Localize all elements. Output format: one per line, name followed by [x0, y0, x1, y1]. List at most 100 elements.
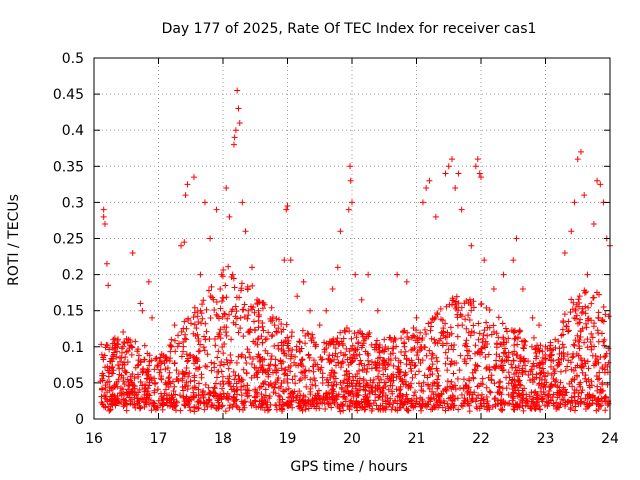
- roti-point-cluster: [278, 380, 285, 387]
- roti-point-cluster: [311, 394, 318, 401]
- roti-point: [426, 177, 433, 184]
- roti-point-cluster: [247, 354, 254, 361]
- roti-point-cluster: [268, 352, 275, 359]
- roti-point-cluster: [214, 397, 221, 404]
- roti-point-cluster: [471, 366, 478, 373]
- roti-point-cluster: [467, 355, 474, 362]
- roti-point-cluster: [324, 376, 331, 383]
- roti-point-cluster: [172, 337, 179, 344]
- roti-point-cluster: [106, 346, 113, 353]
- roti-point-cluster: [379, 357, 386, 364]
- roti-point-cluster: [458, 304, 465, 311]
- roti-point-cluster: [173, 367, 180, 374]
- roti-point-cluster: [440, 332, 447, 339]
- roti-point-cluster: [439, 342, 446, 349]
- roti-point-cluster: [586, 384, 593, 391]
- roti-point-cluster: [420, 388, 427, 395]
- roti-point-cluster: [539, 359, 546, 366]
- roti-point-cluster: [217, 305, 224, 312]
- roti-point-cluster: [465, 329, 472, 336]
- roti-point-cluster: [380, 371, 387, 378]
- roti-point-cluster: [588, 300, 595, 307]
- roti-point-cluster: [241, 399, 248, 406]
- roti-point-cluster: [385, 360, 392, 367]
- roti-point-cluster: [559, 326, 566, 333]
- roti-point-cluster: [545, 394, 552, 401]
- roti-point-cluster: [240, 366, 247, 373]
- roti-point-cluster: [178, 328, 185, 335]
- roti-point-cluster: [442, 360, 449, 367]
- roti-point-cluster: [513, 402, 520, 409]
- roti-point-cluster: [137, 404, 144, 411]
- roti-point-cluster: [394, 393, 401, 400]
- roti-point-cluster: [168, 343, 175, 350]
- roti-point-cluster: [102, 344, 109, 351]
- roti-point-cluster: [460, 385, 467, 392]
- roti-point-cluster: [381, 358, 388, 365]
- roti-point-cluster: [462, 382, 469, 389]
- roti-point-cluster: [321, 399, 328, 406]
- roti-point-cluster: [503, 339, 510, 346]
- roti-point-cluster: [309, 381, 316, 388]
- roti-point-cluster: [386, 375, 393, 382]
- roti-point-cluster: [223, 356, 230, 363]
- roti-point-cluster: [129, 371, 136, 378]
- roti-point-cluster: [443, 387, 450, 394]
- roti-point-cluster: [553, 399, 560, 406]
- roti-point-cluster: [375, 394, 382, 401]
- x-tick-label: 19: [279, 431, 297, 447]
- roti-point-cluster: [598, 330, 605, 337]
- roti-point-cluster: [601, 395, 608, 402]
- roti-point-cluster: [272, 381, 279, 388]
- x-tick-label: 24: [601, 431, 619, 447]
- roti-point-cluster: [272, 361, 279, 368]
- roti-point-cluster: [476, 330, 483, 337]
- roti-point-cluster: [417, 329, 424, 336]
- roti-point-cluster: [397, 404, 404, 411]
- roti-point-cluster: [201, 333, 208, 340]
- roti-point-cluster: [128, 388, 135, 395]
- roti-point-cluster: [302, 367, 309, 374]
- roti-point-cluster: [269, 332, 276, 339]
- roti-point-cluster: [237, 314, 244, 321]
- roti-point-cluster: [274, 376, 281, 383]
- roti-point-cluster: [419, 403, 426, 410]
- roti-point-cluster: [162, 386, 169, 393]
- roti-point-cluster: [472, 367, 479, 374]
- roti-point-cluster: [218, 368, 225, 375]
- roti-point-cluster: [193, 365, 200, 372]
- roti-point-cluster: [384, 395, 391, 402]
- roti-point-cluster: [236, 406, 243, 413]
- roti-point-cluster: [433, 396, 440, 403]
- roti-point-cluster: [421, 326, 428, 333]
- roti-point: [190, 174, 197, 181]
- roti-point-cluster: [334, 403, 341, 410]
- roti-point-cluster: [273, 369, 280, 376]
- roti-point-cluster: [163, 354, 170, 361]
- roti-point-cluster: [223, 332, 230, 339]
- roti-point-cluster: [547, 342, 554, 349]
- roti-point-cluster: [437, 398, 444, 405]
- roti-point-cluster: [124, 376, 131, 383]
- roti-point-cluster: [567, 406, 574, 413]
- roti-point-cluster: [121, 381, 128, 388]
- roti-point-cluster: [268, 304, 275, 311]
- roti-point: [442, 170, 449, 177]
- roti-point-cluster: [255, 298, 262, 305]
- roti-point-cluster: [238, 353, 245, 360]
- roti-point-cluster: [528, 343, 535, 350]
- roti-point-cluster: [208, 367, 215, 374]
- roti-point-cluster: [458, 391, 465, 398]
- roti-point-cluster: [171, 403, 178, 410]
- roti-point-cluster: [505, 400, 512, 407]
- roti-point: [300, 278, 307, 285]
- roti-point-cluster: [508, 361, 515, 368]
- roti-point-cluster: [401, 372, 408, 379]
- roti-point-cluster: [120, 396, 127, 403]
- roti-point-cluster: [450, 370, 457, 377]
- roti-point: [323, 307, 330, 314]
- roti-point: [213, 206, 220, 213]
- roti-point-cluster: [447, 361, 454, 368]
- y-tick-label: 0.5: [62, 51, 84, 67]
- roti-point-cluster: [526, 393, 533, 400]
